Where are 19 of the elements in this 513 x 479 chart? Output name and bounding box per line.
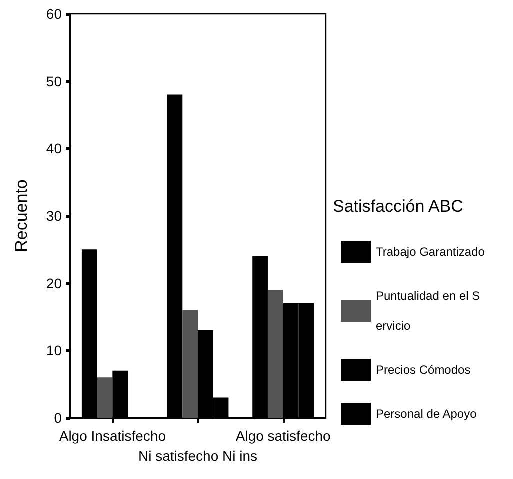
y-tick-label: 50	[46, 73, 62, 90]
y-tick-label: 20	[46, 275, 62, 292]
y-tick-label: 40	[46, 140, 62, 157]
bar	[182, 310, 198, 418]
legend-title: Satisfacción ABC	[333, 197, 464, 216]
y-tick-label: 60	[46, 6, 62, 22]
legend-label: Trabajo Garantizado	[376, 245, 486, 259]
bar	[97, 378, 113, 418]
y-tick-label: 30	[46, 208, 62, 224]
legend-label: Personal de Apoyo	[376, 407, 478, 421]
x-tick-label: Algo Insatisfecho	[59, 428, 166, 444]
bar	[268, 290, 284, 418]
y-tick-label: 10	[46, 342, 62, 359]
x-tick-label: Ni satisfecho Ni ins	[138, 448, 258, 464]
x-tick-label: Algo satisfecho	[236, 428, 332, 444]
legend-label: Precios Cómodos	[376, 363, 471, 377]
y-tick-label: 0	[54, 410, 62, 426]
text: Puntualidad en el Servicio	[376, 289, 480, 333]
y-axis-title: Recuento	[12, 180, 31, 252]
